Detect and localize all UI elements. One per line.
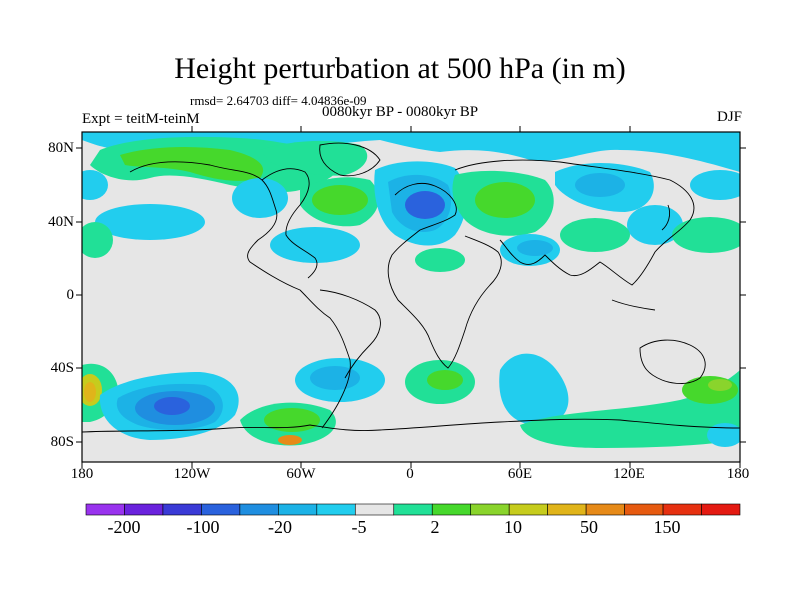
lon-label-180w: 180 (70, 466, 94, 482)
north-america-high-inner (120, 147, 264, 181)
ne-pacific-high (672, 217, 740, 253)
greenland-high (260, 140, 368, 176)
south-america-east-coast (319, 289, 381, 379)
lat-label-40s: 40S (50, 360, 74, 376)
colorbar-label-6: 50 (580, 517, 598, 537)
africa-high (415, 248, 465, 272)
lon-label-60e: 60E (507, 466, 533, 482)
southern-ocean-orange (278, 435, 302, 445)
colorbar-box (547, 503, 587, 516)
lat-ticks (76, 147, 746, 443)
siberia-low-core (575, 173, 625, 197)
contour-fills (82, 132, 740, 448)
dateline-high (82, 222, 113, 258)
south-atlantic-low-core (310, 366, 360, 390)
lon-label-120w: 120W (173, 466, 211, 482)
south-pacific-low-core (154, 397, 190, 415)
lon-label-60w: 60W (286, 466, 316, 482)
lon-label-0: 0 (406, 466, 414, 482)
australia-coast (639, 339, 706, 384)
colorbar-box (585, 503, 625, 516)
ne-pacific-low (690, 170, 740, 200)
colorbar-label-2: -20 (268, 517, 292, 537)
colorbar (85, 503, 741, 516)
colorbar-box (354, 503, 395, 516)
colorbar-box (162, 503, 202, 516)
colorbar-box (393, 503, 433, 516)
colorbar-label-0: -200 (107, 517, 141, 537)
experiment-label: Expt = teitM-teinM (82, 111, 200, 127)
lat-label-0: 0 (66, 287, 75, 303)
sh-west-orange-core (84, 382, 96, 402)
lat-label-80s: 80S (50, 434, 74, 450)
colorbar-box (508, 503, 548, 516)
plot-title: Height perturbation at 500 hPa (in m) (174, 52, 626, 85)
central-asia-high-inner (475, 182, 535, 218)
dateline-low (82, 170, 108, 200)
lon-label-120e: 120E (613, 466, 645, 482)
southern-ocean-high-east-core (682, 376, 738, 404)
us-low (232, 178, 288, 218)
japan-coast (661, 204, 671, 231)
antarctica-coast (82, 418, 740, 433)
colorbar-label-1: -100 (186, 517, 220, 537)
period-label: 0080kyr BP - 0080kyr BP (322, 104, 479, 120)
ross-sea-low (707, 423, 740, 447)
colorbar-box (124, 503, 164, 516)
europe-low-core (405, 191, 445, 219)
colorbar-box (470, 503, 510, 516)
indonesia-coast (611, 299, 656, 311)
colorbar-box (701, 503, 741, 516)
colorbar-label-7: 150 (653, 517, 681, 537)
indian-ocean-low (499, 353, 569, 426)
colorbar-box (662, 503, 702, 516)
colorbar-label-4: 2 (430, 517, 440, 537)
southern-ocean-high-east (520, 370, 740, 448)
colorbar-box (431, 503, 472, 516)
colorbar-box (278, 503, 318, 516)
asia-coast (454, 159, 695, 286)
colorbar-label-3: -5 (351, 517, 367, 537)
lat-label-80n: 80N (48, 140, 74, 156)
coastlines (82, 142, 740, 433)
stats-text: rmsd= 2.64703 diff= 4.04836e-09 (190, 93, 367, 108)
east-asia-low (627, 205, 683, 245)
americas-coast-west (129, 161, 351, 429)
north-america-east-coast (261, 168, 318, 279)
north-pacific-low (95, 204, 205, 240)
lat-label-40n: 40N (48, 214, 74, 230)
southern-ocean-high-east-peak (708, 379, 732, 391)
lon-label-180e: 180 (726, 466, 750, 482)
europe-africa-coast (387, 183, 502, 369)
arabia-low-core (517, 240, 553, 256)
colorbar-box (624, 503, 664, 516)
south-africa-high-core (427, 370, 463, 390)
atlantic-high-inner (312, 185, 368, 215)
colorbar-box (316, 503, 356, 516)
colorbar-box (201, 503, 241, 516)
greenland-coast (319, 142, 381, 177)
season-label: DJF (716, 109, 742, 125)
colorbar-box (239, 503, 279, 516)
colorbar-label-5: 10 (504, 517, 522, 537)
colorbar-box (85, 503, 125, 516)
southern-ocean-high-west-core (264, 408, 320, 432)
nw-pacific-high (560, 218, 630, 252)
lon-ticks (81, 126, 741, 468)
atlantic-low-south (270, 227, 360, 263)
